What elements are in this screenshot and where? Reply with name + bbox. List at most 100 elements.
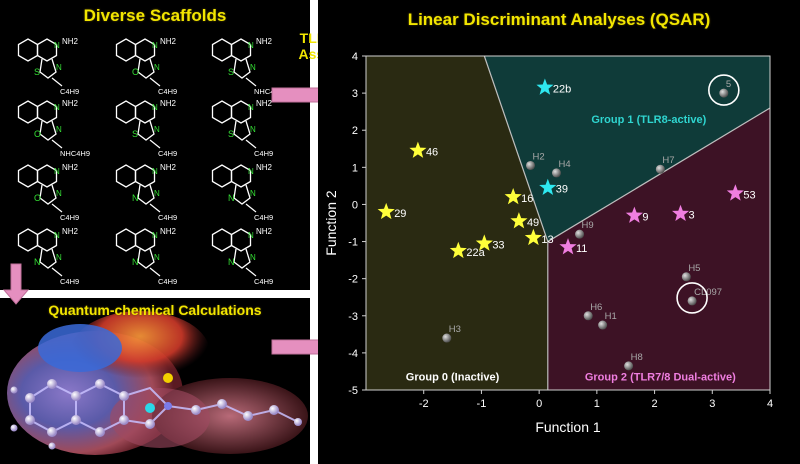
x-tick-label: 3 [709, 398, 715, 410]
sphere-point-H1 [598, 320, 608, 330]
point-label-33: 33 [492, 239, 504, 251]
svg-text:N: N [154, 63, 160, 72]
star-point-13 [524, 228, 542, 246]
sphere-point-5 [719, 88, 729, 98]
point-label-H5: H5 [688, 263, 700, 274]
point-label-H8: H8 [631, 352, 643, 363]
point-label-H7: H7 [662, 155, 674, 166]
molecule-8: N NH2 N N C4H9 [110, 156, 206, 222]
svg-text:N: N [152, 231, 158, 240]
svg-text:N: N [56, 189, 62, 198]
amine-label: NH2 [62, 37, 79, 46]
amine-label: NH2 [160, 227, 177, 236]
region-label-group2: Group 2 (TLR7/8 Dual-active) [585, 372, 736, 384]
point-label-H4: H4 [558, 159, 570, 170]
quantum-title: Quantum-chemical Calculations [48, 302, 262, 318]
svg-text:N: N [152, 103, 158, 112]
heteroatom-label: S [34, 67, 40, 77]
molecule-5: N NH2 S N C4H9 [110, 92, 206, 158]
sphere-point-H4 [551, 168, 561, 178]
y-tick-label: 0 [352, 199, 358, 211]
x-tick-label: 0 [536, 398, 542, 410]
svg-text:N: N [54, 167, 60, 176]
sphere-point-H5 [681, 272, 691, 282]
substituent-label: C4H9 [158, 149, 177, 158]
molecule-11: N NH2 N N C4H9 [110, 220, 206, 286]
amine-label: NH2 [256, 227, 273, 236]
scaffolds-panel: Diverse Scaffolds N NH2 S N C4H9 N NH2 O N C4H9 N N… [0, 0, 310, 290]
substituent-label: C4H9 [158, 277, 177, 286]
sphere-point-CL097 [687, 296, 697, 306]
svg-text:N: N [248, 167, 254, 176]
lda-scatter-plot: Group 0 (Inactive) Group 1 (TLR8-active) G… [323, 51, 773, 435]
star-point-11 [559, 238, 577, 255]
boundary-line [547, 107, 771, 243]
substituent-label: C4H9 [60, 87, 79, 96]
svg-text:N: N [152, 167, 158, 176]
svg-text:N: N [54, 41, 60, 50]
amine-label: NH2 [62, 99, 79, 108]
molecule-4: N NH2 O N NHC4H9 [12, 92, 108, 158]
highlight-ring-5 [708, 74, 740, 106]
point-label-H2: H2 [532, 151, 544, 162]
molecule-9: N NH2 N N C4H9 [206, 156, 302, 222]
amine-label: NH2 [256, 37, 273, 46]
sphere-point-H8 [624, 361, 634, 371]
heteroatom-label: O [34, 129, 41, 139]
point-label-H1: H1 [605, 311, 617, 322]
y-tick-label: -5 [348, 385, 358, 397]
x-tick-label: 4 [767, 398, 773, 410]
point-label-39: 39 [556, 184, 568, 196]
x-axis-label: Function 1 [535, 419, 601, 435]
heteroatom-label: N [228, 257, 235, 267]
electrostatic-surface-illustration [7, 311, 308, 455]
amine-label: NH2 [62, 163, 79, 172]
svg-text:N: N [154, 253, 160, 262]
point-label-5: 5 [726, 79, 731, 90]
molecule-6: N NH2 S N C4H9 [206, 92, 302, 158]
star-point-3 [672, 204, 690, 221]
amine-label: NH2 [256, 99, 273, 108]
point-label-9: 9 [642, 212, 648, 224]
substituent-label: C4H9 [158, 213, 177, 222]
svg-text:N: N [152, 41, 158, 50]
amine-label: NH2 [160, 163, 177, 172]
x-tick-label: -1 [477, 398, 487, 410]
star-point-33 [475, 234, 493, 251]
substituent-label: C4H9 [254, 149, 273, 158]
point-label-53: 53 [743, 189, 755, 201]
molecule-1: N NH2 S N C4H9 [12, 30, 108, 96]
region-group2 [547, 107, 770, 390]
quantum-panel: Quantum-chemical Calculations [0, 298, 310, 464]
heteroatom-label: N [132, 193, 139, 203]
region-label-group0: Group 0 (Inactive) [406, 372, 500, 384]
highlight-ring-CL097 [676, 282, 708, 314]
star-point-39 [539, 178, 557, 195]
chart-title: Linear Discriminant Analyses (QSAR) [407, 10, 711, 29]
svg-text:N: N [154, 125, 160, 134]
star-point-9 [625, 206, 643, 223]
point-label-H9: H9 [582, 220, 594, 231]
substituent-label: NHC4H9 [254, 87, 284, 96]
x-tick-label: 1 [594, 398, 600, 410]
amine-label: NH2 [160, 99, 177, 108]
point-label-H3: H3 [449, 324, 461, 335]
x-tick-label: -2 [419, 398, 429, 410]
heteroatom-label: N [228, 193, 235, 203]
star-point-22a [449, 241, 467, 259]
amine-label: NH2 [256, 163, 273, 172]
star-point-53 [726, 184, 744, 201]
y-tick-label: -4 [348, 348, 358, 360]
point-label-49: 49 [527, 217, 539, 229]
heteroatom-label: S [228, 129, 234, 139]
point-label-H6: H6 [590, 302, 602, 313]
svg-text:N: N [248, 103, 254, 112]
star-point-29 [377, 202, 395, 220]
boundary-line [483, 55, 549, 242]
svg-text:N: N [250, 125, 256, 134]
y-tick-label: 3 [352, 88, 358, 100]
substituent-label: C4H9 [254, 213, 273, 222]
molecule-12: N NH2 N N C4H9 [206, 220, 302, 286]
molecule-10: N NH2 N N C4H9 [12, 220, 108, 286]
point-label-22b: 22b [553, 84, 571, 96]
